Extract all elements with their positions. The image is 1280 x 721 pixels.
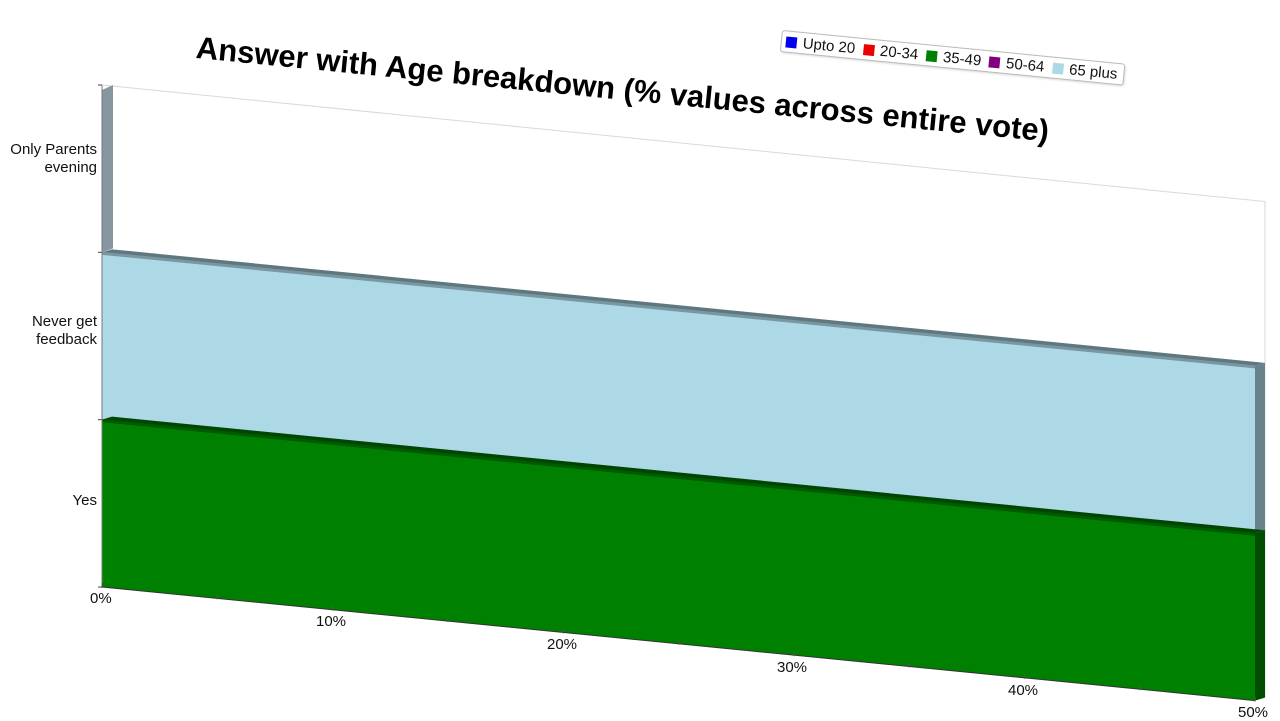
bar-top-face — [102, 249, 1265, 366]
category-label-yes: Yes — [72, 492, 97, 509]
bar-side-face — [1255, 362, 1265, 534]
x-tick-label: 20% — [547, 636, 578, 653]
bar-top-face — [102, 416, 1265, 534]
category-label-only-parents-evening: Only Parents evening — [10, 141, 97, 176]
x-tick-label: 40% — [1008, 682, 1039, 699]
legend-swatch — [785, 35, 798, 48]
bar — [102, 252, 1255, 534]
legend-item-65-plus[interactable]: 65 plus — [1051, 59, 1118, 82]
legend-item-upto-20[interactable]: Upto 20 — [785, 33, 856, 57]
legend-label: 65 plus — [1068, 60, 1119, 83]
legend-item-20-34[interactable]: 20-34 — [862, 41, 919, 63]
bar — [102, 419, 1255, 701]
category-label-never-get-feedback: Never get feedback — [31, 313, 97, 348]
legend-label: Upto 20 — [801, 34, 856, 57]
bar-edge — [101, 419, 1256, 536]
legend-label: 35-49 — [942, 48, 983, 70]
bar-side-face — [1255, 530, 1265, 701]
legend-swatch — [925, 49, 938, 62]
left-wall — [102, 85, 113, 253]
legend-swatch — [988, 55, 1001, 68]
x-tick-label: 0% — [90, 590, 112, 607]
x-tick-label: 30% — [777, 659, 808, 676]
x-tick-label: 50% — [1238, 704, 1269, 721]
legend-swatch — [862, 43, 875, 56]
bar-edge — [101, 251, 1256, 369]
legend-label: 50-64 — [1005, 54, 1046, 76]
legend-item-50-64[interactable]: 50-64 — [988, 53, 1045, 75]
legend-label: 20-34 — [879, 42, 920, 63]
legend-swatch — [1051, 62, 1064, 75]
x-tick-label: 10% — [316, 613, 347, 630]
legend-item-35-49[interactable]: 35-49 — [925, 47, 982, 69]
